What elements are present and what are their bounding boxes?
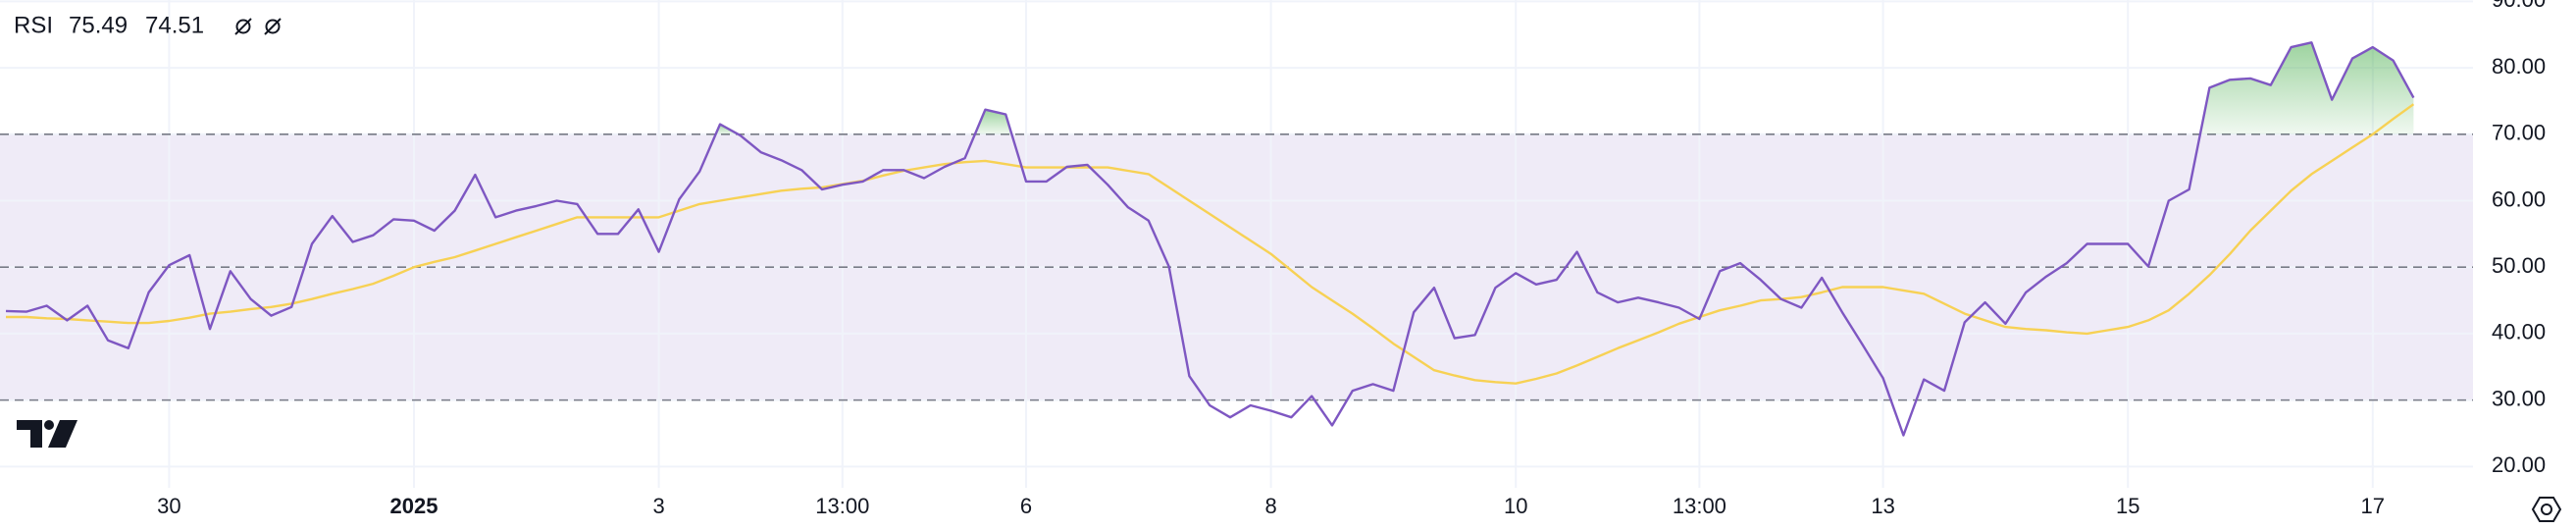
icon-slash <box>264 18 282 35</box>
series-line <box>6 103 2415 385</box>
logo-slash <box>48 420 77 448</box>
settings-hexagon <box>2531 497 2562 522</box>
x-tick-label: 2025 <box>390 494 438 518</box>
y-tick-label: 30.00 <box>2492 386 2546 410</box>
x-tick-label: 30 <box>157 494 180 518</box>
hidden-icon[interactable] <box>234 18 252 35</box>
rsi-last-value: 75.49 <box>69 12 128 38</box>
text-layer: RSI 75.49 74.51 20.00 30.00 40.00 50.00 60.0… <box>14 0 2546 518</box>
logo-t <box>17 420 42 448</box>
x-tick-label: 13 <box>1871 494 1894 518</box>
y-tick-label: 20.00 <box>2492 452 2546 477</box>
y-tick-label: 60.00 <box>2492 186 2546 211</box>
ma-last-value: 74.51 <box>145 12 204 38</box>
tradingview-logo[interactable] <box>17 420 77 448</box>
icon-circle <box>265 19 281 34</box>
indicator-title: RSI <box>14 12 53 38</box>
x-tick-label: 15 <box>2116 494 2139 518</box>
settings-button[interactable] <box>2531 497 2562 522</box>
icon-circle <box>235 19 251 34</box>
settings-center <box>2541 504 2552 515</box>
y-tick-label: 90.00 <box>2492 0 2546 12</box>
x-tick-label: 10 <box>1504 494 1527 518</box>
x-tick-label: 13:00 <box>815 494 869 518</box>
y-tick-label: 50.00 <box>2492 253 2546 278</box>
x-tick-label: 6 <box>1020 494 1032 518</box>
logo-dot <box>44 420 54 430</box>
y-tick-label: 40.00 <box>2492 320 2546 344</box>
overbought-fill <box>974 109 1012 134</box>
overbought-fill <box>2199 42 2414 134</box>
x-tick-label: 8 <box>1264 494 1276 518</box>
x-tick-label: 13:00 <box>1673 494 1726 518</box>
x-tick-label: 3 <box>652 494 664 518</box>
icon-slash <box>234 18 252 35</box>
hidden-icon[interactable] <box>264 18 282 35</box>
data-layer <box>5 41 2415 437</box>
y-tick-label: 80.00 <box>2492 54 2546 79</box>
x-tick-label: 17 <box>2361 494 2385 518</box>
y-tick-label: 70.00 <box>2492 121 2546 145</box>
series-line <box>5 41 2415 437</box>
